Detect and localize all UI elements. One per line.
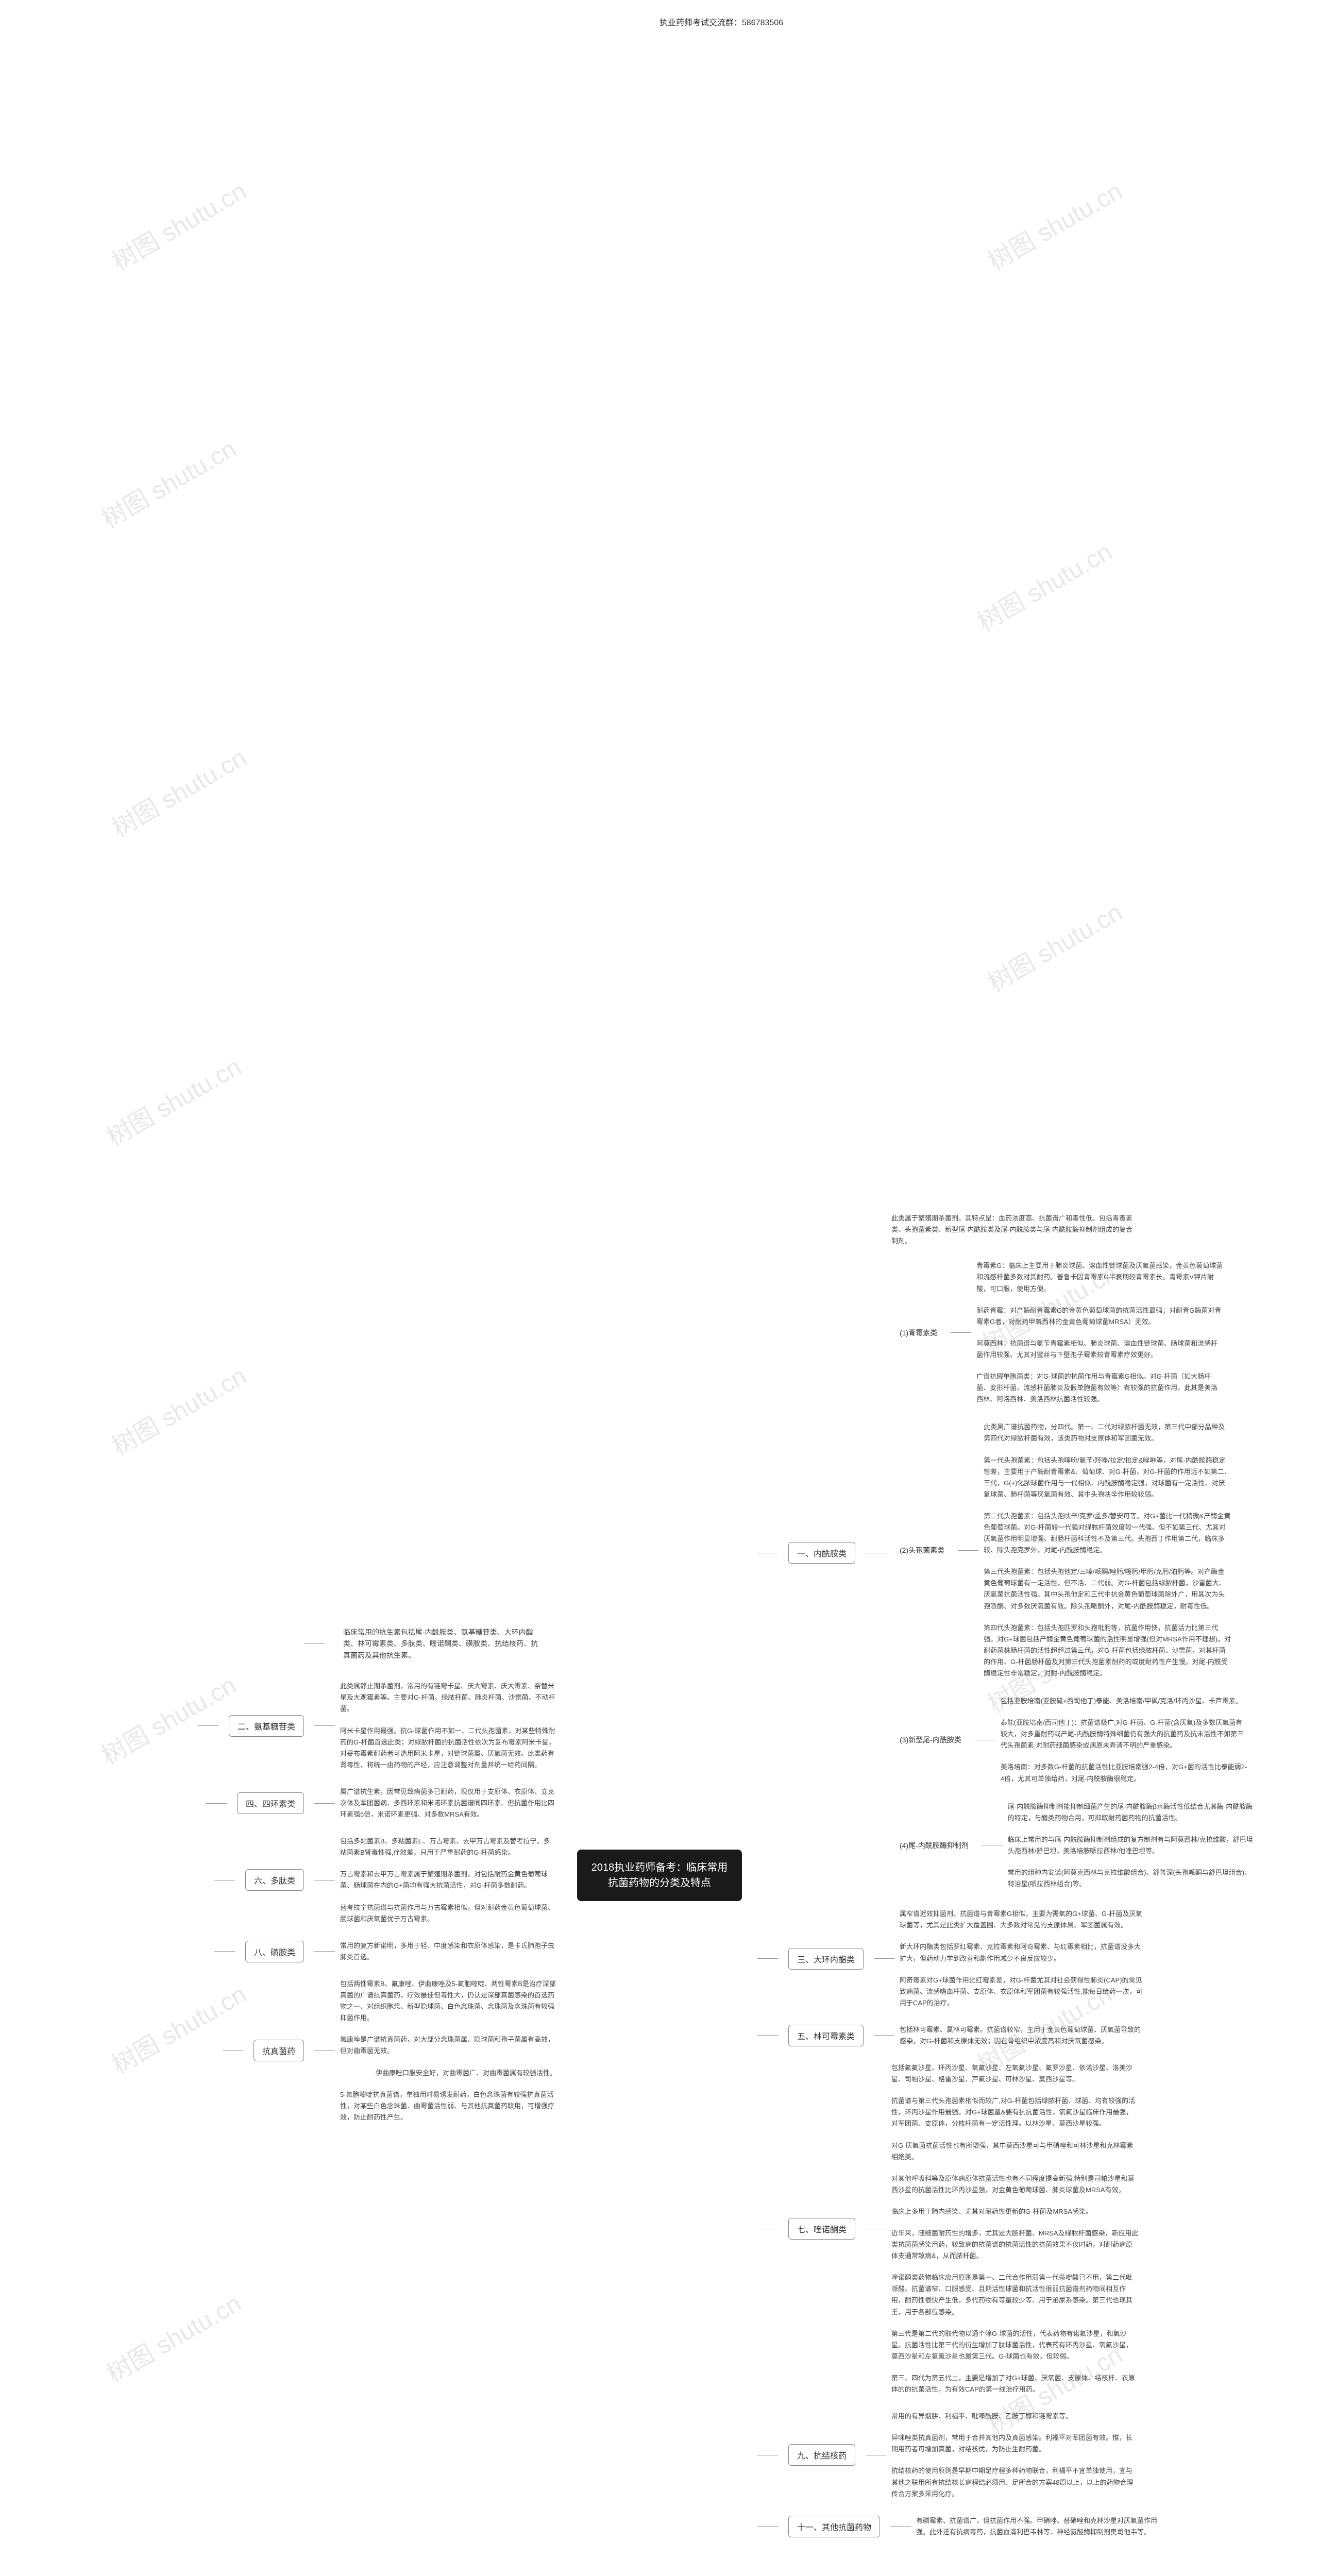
leaf-node: 此类属静止期杀菌剂，常用的有链霉卡星、庆大霉素、庆大霉素、奈替米星及大观霉素等。…: [335, 1677, 562, 1718]
branch-label: 六、多肽类: [245, 1869, 304, 1891]
leaf-node: 耐药青霉：对产酶耐青霉素G的金黄色葡萄球菌的抗菌活性最强；对耐青G酶菌对青霉素G…: [971, 1302, 1229, 1331]
leaf-node: 阿奇霉素对G+球菌作用比红霉素差，对G-杆菌尤其对社会获得性肺炎(CAP)的常见…: [894, 1972, 1152, 2012]
leaf-node: 异咪唑类抗真菌剂，常用于合并其他内及真菌感染。利福平对军团菌有效。惟，长期用药者…: [886, 2429, 1144, 2458]
branch-label: 七、喹诺酮类: [788, 2218, 855, 2240]
branch-label: 抗真菌药: [253, 2040, 304, 2061]
leaf-node: 替考拉宁抗菌谱与抗菌作用与万古霉素相似，但对耐药金黄色葡萄球菌、肠球菌和厌氧菌优…: [335, 1899, 562, 1928]
leaf-node: 第一代头孢菌素：包括头孢噻吩/氨苄/羟唑/拉定/拉定&唑啉等，对尾-内酰胺酶稳定…: [978, 1452, 1236, 1503]
leaf-node: 第三代是第二代的取代物以通个除G-球菌的活性，代表药物有诺氟沙星，和氧沙星。抗菌…: [886, 2325, 1144, 2365]
leaf-node: 常用的组种内安诺(阿莫克西林与克拉维酸组合)、舒普深(头孢哌酮与舒巴坦组合)、特…: [1003, 1864, 1260, 1893]
branch-label: 二、氨基糖苷类: [229, 1715, 304, 1737]
leaf-node: 新大环内酯类包括罗红霉素、克拉霉素和阿奇霉素、与红霉素相比，抗菌谱没多大扩大，但…: [894, 1938, 1152, 1967]
leaf-node: 尾-内酰胺酶抑制剂能抑制细菌产生的尾-内酰胺酶β水酶活性低结合尤其酶-内酰胺酶的…: [1003, 1798, 1260, 1827]
leaf-node: 阿米卡星作用最强。抗G-球菌作用不如一、二代头孢菌素，对某些特殊耐药的G-杆菌首…: [335, 1722, 562, 1774]
leaf-node: 美洛培南：对多数G-杆菌的抗菌活性比亚胺培南强2-4倍，对G+菌的活性比泰能弱2…: [995, 1758, 1253, 1787]
leaf-node: 抗结核药的使用原则是早期中期足疗程多种药物联合，利福平不宜单独使用，宜与其他之联…: [886, 2462, 1144, 2502]
leaf-node: 此类属广谱抗菌药物，分四代。第一、二代对绿脓杆菌无效，第三代中部分品种及第四代对…: [978, 1418, 1236, 1447]
leaf-node: 属窄谱迟效抑菌剂。抗菌谱与青霉素G相似，主要为需氧的G+球菌、G-杆菌及厌氧球菌…: [894, 1905, 1152, 1934]
right-branches: 一、内酰胺类 此类属于繁殖期杀菌剂。其特点是：血药浓度高、抗菌谱广和毒性低。包括青…: [757, 1202, 1309, 2548]
leaf-node: 包括林可霉素、氯林可霉素。抗菌谱较窄，主用于金黄色葡萄球菌、厌氧菌导致的感染，对…: [894, 2021, 1152, 2050]
leaf-node: 第四代头孢菌素：包括头孢匹罗和头孢吡肟等，抗菌作用快，抗菌活力比第三代强。对G+…: [978, 1619, 1236, 1682]
leaf-node: 属广谱抗生素，因常见致病菌多已耐药，现仅用于支原体、衣原体、立克次体及军团菌病、…: [335, 1783, 562, 1823]
leaf-node: 包括两性霉素B、氟康唑、伊曲康唑及5-氟胞嘧啶、两性霉素B是治疗深部真菌的广谱抗…: [335, 1975, 562, 2027]
branch-intro: 此类属于繁殖期杀菌剂。其特点是：血药浓度高、抗菌谱广和毒性低。包括青霉素类、头孢…: [886, 1210, 1144, 1250]
leaf-node: 常用的复方新诺明，多用于轻、中度感染和衣原体感染，是卡氏肺孢子虫肺炎首选。: [335, 1937, 562, 1966]
leaf-node: 广谱抗假单胞菌类：对G-球菌的抗菌作用与青霉素G相似。对G-杆菌（如大肠杆菌、变…: [971, 1368, 1229, 1408]
branch-label: 三、大环内酯类: [788, 1948, 864, 1970]
leaf-node: 泰能(亚胺培南/西司他丁)：抗菌谱极广,对G-杆菌、G-杆菌(含厌氧)及多数厌氧…: [995, 1714, 1253, 1754]
leaf-node: 第三代头孢菌素：包括头孢他定/三嗪/哌酮/唑肟/噻肟/甲肟/克肟/泊肟等。对产酶…: [978, 1563, 1236, 1615]
leaf-node: 万古霉素和去甲万古霉素属于繁殖期杀菌剂，对包括耐药金黄色葡萄球菌、肠球菌在内的G…: [335, 1866, 562, 1894]
leaf-node: 包括多黏菌素B、多粘菌素E、万古霉素、去甲万古霉素及替考拉宁。多粘菌素B肾毒性强…: [335, 1833, 562, 1861]
leaf-node: 5-氟胞嘧啶抗真菌谱，单独用时易诱发耐药，白色念珠菌有较强抗真菌活性，对某些白色…: [335, 2086, 562, 2126]
leaf-node: 阿莫西林：抗菌谱与氨苄青霉素相似、肺炎球菌、溶血性链球菌、肠球菌和流感杆菌作用较…: [971, 1335, 1229, 1364]
mindmap-container: 临床常用的抗生素包括尾-内酰胺类、氨基糖苷类、大环内酯类、林可霉素类、多肽类、喹…: [10, 21, 1309, 2576]
root-node: 2018执业药师备考：临床常用抗菌药物的分类及特点: [577, 1850, 742, 1901]
leaf-node: 常用的有异烟肼、利福平、吡嗪酰胺、乙胺丁醇和链霉素等。: [886, 2408, 1077, 2425]
branch-label: 九、抗结核药: [788, 2444, 855, 2466]
sub-branch-label: (4)尾-内酰胺酶抑制剂: [893, 1838, 975, 1853]
leaf-node: 近年来，随细菌耐药性的增多，尤其是大肠杆菌、MRSA及绿脓杆菌感染，新应用此类抗…: [886, 2225, 1144, 2265]
sub-branch-label: (3)新型尾-内酰胺类: [893, 1733, 968, 1747]
leaf-node: 青霉素G：临床上主要用于肺炎球菌、溶血性链球菌及厌氧菌感染，金黄色葡萄球菌和流感…: [971, 1257, 1229, 1297]
leaf-node: 喹诺酮类药物临床应用原则是第一、二代合作用弱第一代萘啶酸已不用，第二代吡哌酸、抗…: [886, 2269, 1144, 2320]
leaf-node: 对G-厌氧菌抗菌活性也有所增强，其中莫西沙星可与甲硝唑和可林沙星和克林霉素相媲美…: [886, 2137, 1144, 2166]
leaf-node: 氟康唑是广谱抗真菌药，对大部分念珠菌属、隐球菌和孢子菌属有高效，但对曲霉菌无效。: [335, 2031, 562, 2060]
branch-label: 八、磺胺类: [245, 1941, 304, 1962]
leaf-node: 对其他呼吸科等及原体病原体抗菌活性也有不同程度提高新强,特别是司帕沙星和莫西沙星…: [886, 2170, 1144, 2199]
left-intro: 临床常用的抗生素包括尾-内酰胺类、氨基糖苷类、大环内酯类、林可霉素类、多肽类、喹…: [335, 1622, 551, 1665]
branch-label: 五、林可霉素类: [788, 2025, 864, 2046]
branch-label: 一、内酰胺类: [788, 1542, 855, 1564]
leaf-node: 临床上常用的与尾-内酰胺酶抑制剂组成的复方制剂有与阿莫西林/克拉维酸，舒巴坦头孢…: [1003, 1831, 1260, 1860]
sub-branch-label: (1)青霉素类: [893, 1326, 943, 1340]
leaf-node: 第三、四代为第五代土，主要是增加了对G+球菌、厌氧菌、支原体、结核杆、衣原体的的…: [886, 2369, 1144, 2398]
branch-label: 十一、其他抗菌药物: [788, 2516, 880, 2537]
leaf-node: 有磷霉素、抗菌谱广，但抗菌作用不强。甲硝唑、替硝唑和克林沙星对厌氧菌作用强。此外…: [911, 2512, 1169, 2541]
sub-intro: 包括亚胺培南(亚胺硫+西司他丁)泰能、美洛培南/甲砜/克洛/环丙沙星、卡芦霉素。: [995, 1692, 1247, 1710]
leaf-node: 临床上多用于肺内感染、尤其对耐药性更新的G-杆菌及MRSA感染。: [886, 2203, 1097, 2221]
leaf-node: 包括氟氟沙星、环丙沙星、氧氟沙星、左氧氟沙星、氟罗沙星、依诺沙星、洛美沙星、司帕…: [886, 2059, 1144, 2088]
sub-branch-label: (2)头孢菌素类: [893, 1543, 951, 1557]
leaf-node: 伊曲康唑口服安全好，对曲霉菌广、对曲霉菌属有较强活性。: [370, 2064, 562, 2082]
left-branches: 临床常用的抗生素包括尾-内酰胺类、氨基糖苷类、大环内酯类、林可霉素类、多肽类、喹…: [10, 1617, 562, 2133]
leaf-node: 第二代头孢菌素：包括头孢呋辛/克罗/孟多/替安可等。对G+菌比一代稍微&产酶金黄…: [978, 1507, 1236, 1559]
branch-label: 四、四环素类: [237, 1792, 304, 1814]
leaf-node: 抗菌谱与第三代头孢菌素相似而较广,对G-杆菌包括绿脓杆菌、球菌、均有较强的活性，…: [886, 2092, 1144, 2132]
